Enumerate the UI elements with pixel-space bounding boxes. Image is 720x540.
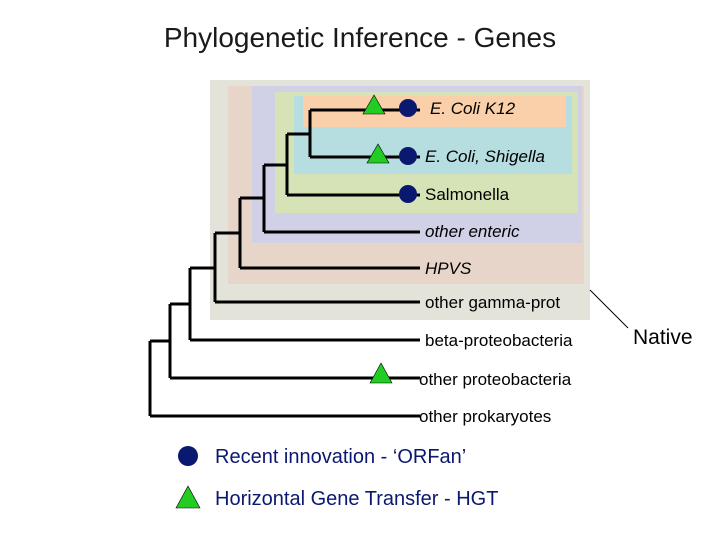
native-callout-line	[589, 289, 629, 329]
hgt-triangle-icon	[369, 362, 393, 384]
native-callout-label: Native	[633, 326, 693, 349]
orfan-circle-icon	[399, 147, 417, 165]
orfan-circle-icon	[399, 99, 417, 117]
leaf-label: other prokaryotes	[419, 407, 551, 426]
legend-hgt-icon	[175, 485, 201, 509]
leaf-label: beta-proteobacteria	[425, 331, 573, 350]
hgt-triangle-icon	[366, 143, 390, 164]
legend-orfan-icon	[178, 446, 198, 466]
leaf-label: HPVS	[425, 259, 472, 278]
diagram-title: Phylogenetic Inference - Genes	[163, 22, 557, 53]
leaf-label: E. Coli K12	[430, 99, 516, 118]
leaf-label: E. Coli, Shigella	[425, 147, 545, 166]
legend-hgt-label: Horizontal Gene Transfer - HGT	[215, 488, 498, 510]
leaf-label: other enteric	[425, 222, 520, 241]
leaf-label: Salmonella	[425, 185, 510, 204]
leaf-label: other gamma-prot	[425, 293, 560, 312]
leaf-label: other proteobacteria	[419, 370, 572, 389]
hgt-triangle-icon	[362, 94, 386, 115]
orfan-circle-icon	[399, 185, 417, 203]
legend-orfan-label: Recent innovation - ‘ORFan’	[215, 446, 466, 468]
